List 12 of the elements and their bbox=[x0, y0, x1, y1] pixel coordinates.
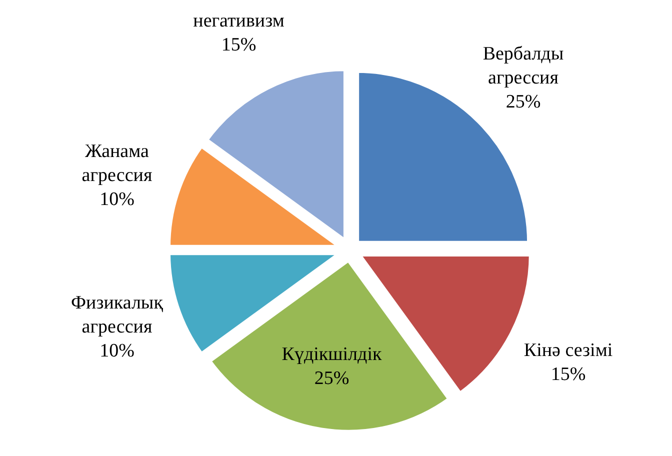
data-label: 15% bbox=[550, 364, 586, 385]
slice-label: Күдікшілдік bbox=[282, 344, 382, 365]
slice-label: негативизм bbox=[193, 10, 284, 32]
slice-label: Кінә сезімі bbox=[524, 340, 613, 361]
data-label: 25% bbox=[506, 91, 541, 112]
data-label: 10% bbox=[100, 340, 135, 362]
data-label: 25% bbox=[314, 368, 350, 389]
slice-label: Физикалық агрессия bbox=[71, 292, 164, 338]
slice-label: Жанама агрессия bbox=[82, 140, 152, 186]
data-label: 10% bbox=[100, 188, 135, 210]
data-label: 15% bbox=[221, 34, 256, 56]
slice-label: Вербалды агрессия bbox=[482, 43, 564, 88]
